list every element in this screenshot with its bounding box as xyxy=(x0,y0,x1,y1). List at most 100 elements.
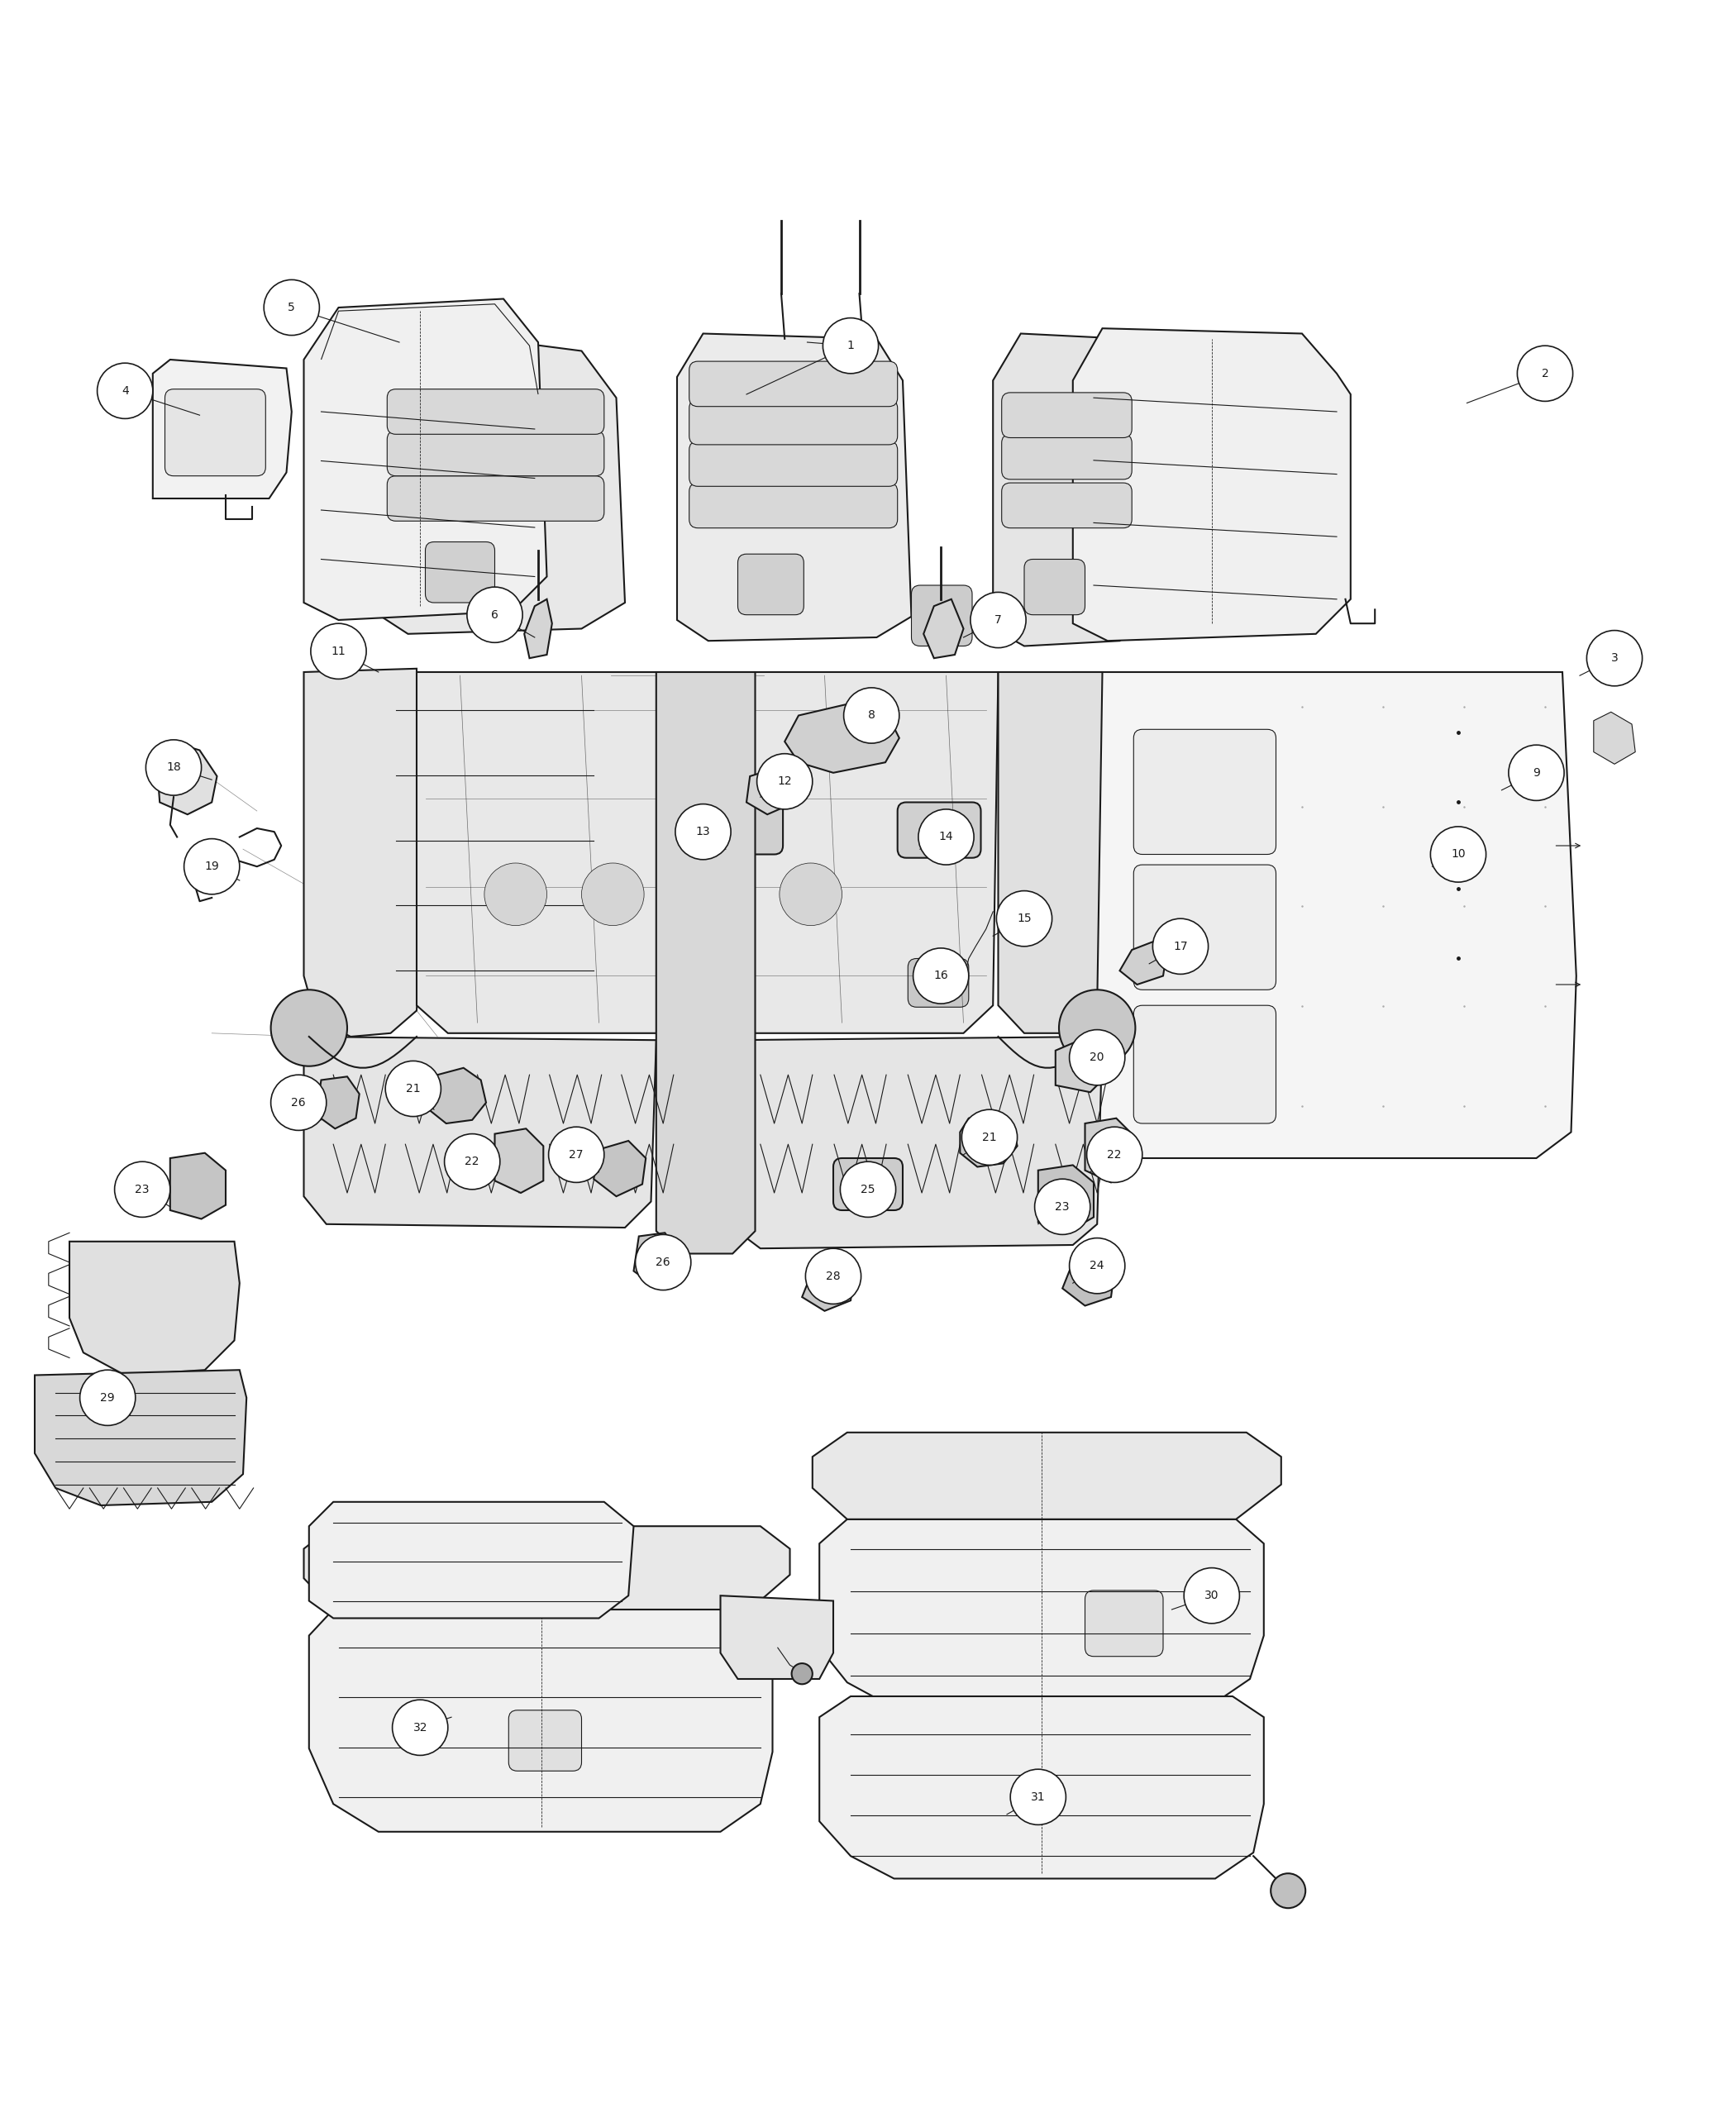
FancyBboxPatch shape xyxy=(387,430,604,476)
FancyBboxPatch shape xyxy=(1134,1006,1276,1124)
Polygon shape xyxy=(316,1077,359,1128)
Circle shape xyxy=(844,687,899,744)
Text: 5: 5 xyxy=(288,301,295,314)
Text: 22: 22 xyxy=(465,1155,479,1168)
Polygon shape xyxy=(69,1242,240,1374)
Circle shape xyxy=(264,280,319,335)
Circle shape xyxy=(792,1663,812,1684)
Circle shape xyxy=(1517,346,1573,401)
Text: 18: 18 xyxy=(167,761,181,774)
Circle shape xyxy=(1430,826,1486,881)
Circle shape xyxy=(549,1128,604,1183)
Text: 1: 1 xyxy=(847,339,854,352)
FancyBboxPatch shape xyxy=(165,390,266,476)
Polygon shape xyxy=(495,1128,543,1193)
FancyBboxPatch shape xyxy=(509,1710,582,1771)
FancyBboxPatch shape xyxy=(908,959,969,1008)
Text: 8: 8 xyxy=(868,710,875,721)
Polygon shape xyxy=(819,1520,1264,1705)
Polygon shape xyxy=(812,1433,1281,1520)
Circle shape xyxy=(115,1162,170,1216)
Circle shape xyxy=(962,1109,1017,1166)
FancyBboxPatch shape xyxy=(833,1157,903,1210)
Text: 32: 32 xyxy=(413,1722,427,1733)
Polygon shape xyxy=(656,672,755,1254)
Text: 23: 23 xyxy=(135,1183,149,1195)
Polygon shape xyxy=(373,675,611,1006)
Text: 15: 15 xyxy=(1017,913,1031,925)
Circle shape xyxy=(1035,1178,1090,1235)
Circle shape xyxy=(681,862,743,925)
FancyBboxPatch shape xyxy=(1024,559,1085,616)
Circle shape xyxy=(1087,1128,1142,1183)
Polygon shape xyxy=(587,763,639,833)
Polygon shape xyxy=(1594,632,1635,685)
Polygon shape xyxy=(677,333,911,641)
Circle shape xyxy=(1069,1029,1125,1086)
Text: 22: 22 xyxy=(1108,1149,1121,1162)
Circle shape xyxy=(913,949,969,1003)
Polygon shape xyxy=(998,672,1102,1033)
Circle shape xyxy=(392,1699,448,1756)
Text: 11: 11 xyxy=(332,645,345,658)
FancyBboxPatch shape xyxy=(689,401,898,445)
Text: 26: 26 xyxy=(656,1256,670,1269)
Polygon shape xyxy=(746,767,795,814)
Polygon shape xyxy=(153,360,292,497)
Circle shape xyxy=(918,809,974,864)
Polygon shape xyxy=(733,1037,1102,1248)
Text: 27: 27 xyxy=(569,1149,583,1162)
Polygon shape xyxy=(304,299,547,620)
Text: 26: 26 xyxy=(292,1096,306,1109)
Text: 16: 16 xyxy=(934,970,948,982)
Circle shape xyxy=(1271,1874,1305,1908)
Polygon shape xyxy=(1038,1166,1094,1231)
Circle shape xyxy=(635,1235,691,1290)
Circle shape xyxy=(1184,1568,1240,1623)
FancyBboxPatch shape xyxy=(1085,1589,1163,1657)
Text: 4: 4 xyxy=(122,386,128,396)
Text: 13: 13 xyxy=(696,826,710,837)
Text: 29: 29 xyxy=(101,1391,115,1404)
Polygon shape xyxy=(429,1069,486,1124)
Polygon shape xyxy=(1055,1039,1108,1092)
Polygon shape xyxy=(309,1611,773,1832)
Polygon shape xyxy=(594,1140,646,1197)
Polygon shape xyxy=(156,742,217,814)
FancyBboxPatch shape xyxy=(911,586,972,645)
Polygon shape xyxy=(1073,329,1351,641)
Polygon shape xyxy=(634,1233,677,1286)
Polygon shape xyxy=(304,1037,656,1227)
Polygon shape xyxy=(1594,713,1635,763)
Circle shape xyxy=(582,862,644,925)
Circle shape xyxy=(311,624,366,679)
Polygon shape xyxy=(1085,1117,1134,1183)
Polygon shape xyxy=(720,1596,833,1678)
FancyBboxPatch shape xyxy=(1002,434,1132,479)
Circle shape xyxy=(97,363,153,419)
Circle shape xyxy=(779,862,842,925)
Polygon shape xyxy=(524,599,552,658)
Polygon shape xyxy=(993,333,1149,645)
Polygon shape xyxy=(417,672,998,1033)
Circle shape xyxy=(823,318,878,373)
Circle shape xyxy=(806,1248,861,1305)
Circle shape xyxy=(840,1162,896,1216)
Text: 14: 14 xyxy=(939,831,953,843)
Polygon shape xyxy=(785,704,899,774)
Text: 9: 9 xyxy=(1533,767,1540,778)
Text: 31: 31 xyxy=(1031,1792,1045,1802)
Polygon shape xyxy=(35,1370,247,1505)
Text: 28: 28 xyxy=(826,1271,840,1282)
FancyBboxPatch shape xyxy=(1002,392,1132,438)
FancyBboxPatch shape xyxy=(738,554,804,616)
FancyBboxPatch shape xyxy=(1002,483,1132,527)
Circle shape xyxy=(996,892,1052,946)
Polygon shape xyxy=(304,1526,790,1611)
Polygon shape xyxy=(686,763,738,833)
Circle shape xyxy=(146,740,201,795)
Polygon shape xyxy=(1120,940,1167,984)
Circle shape xyxy=(970,592,1026,647)
Circle shape xyxy=(467,586,523,643)
Polygon shape xyxy=(785,763,837,833)
